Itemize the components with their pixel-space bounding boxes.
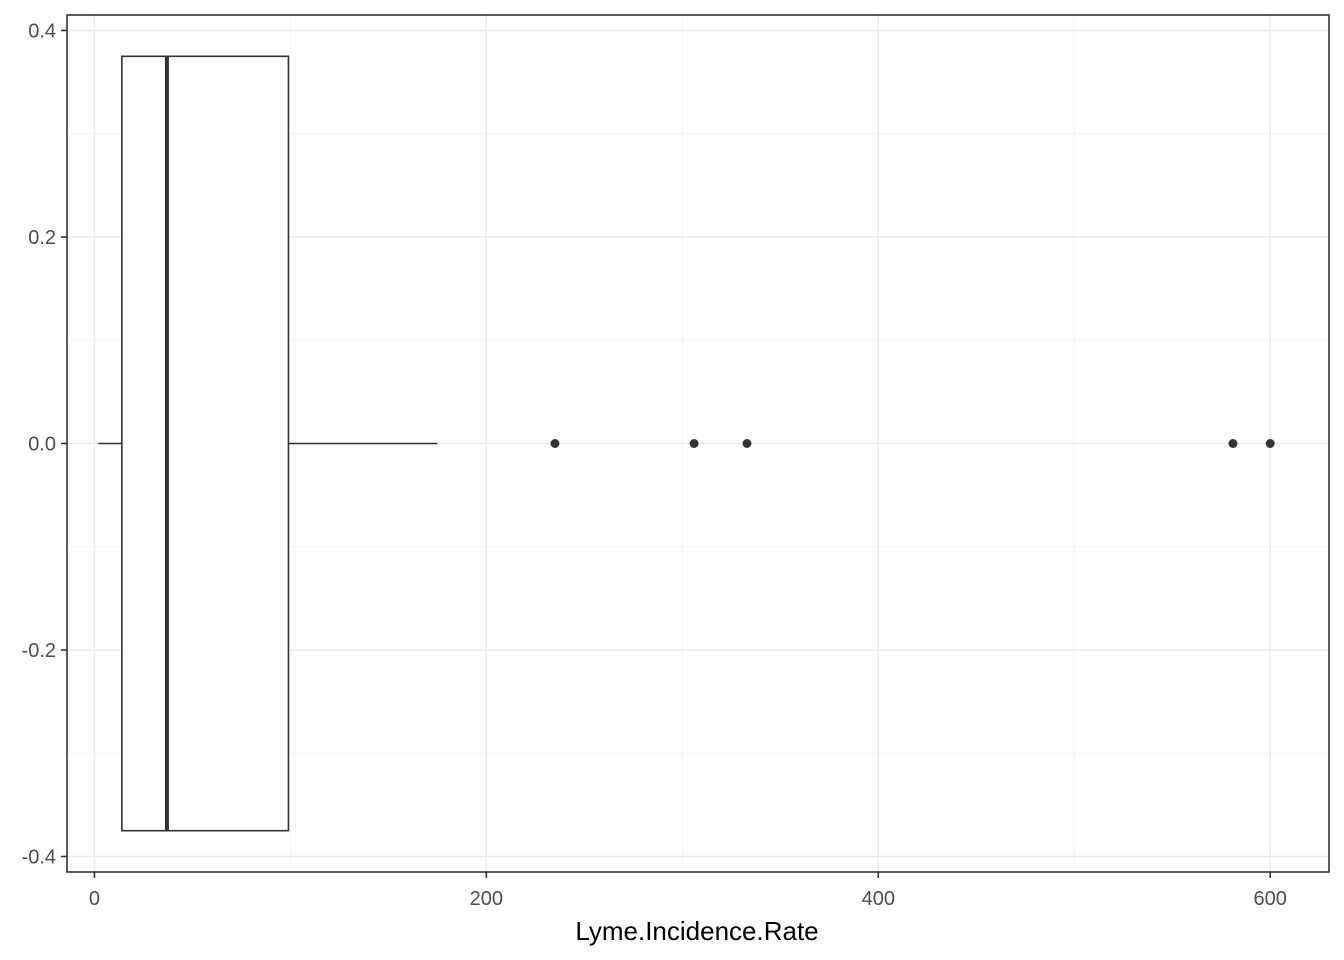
x-tick-label: 0 — [89, 888, 100, 910]
tick-labels: 0 200 400 600 0.4 0.2 0.0 -0.2 -0.4 — [22, 20, 1287, 910]
y-tick-label: -0.4 — [22, 847, 56, 869]
y-tick-label: 0.0 — [28, 434, 56, 456]
y-tick-label: 0.4 — [28, 20, 56, 42]
box-iqr — [121, 55, 290, 832]
x-tick-label: 400 — [862, 888, 895, 910]
outlier-point — [689, 439, 699, 448]
outlier-point — [742, 439, 752, 448]
axis-ticks — [61, 29, 1272, 878]
x-tick-label: 600 — [1254, 888, 1287, 910]
plot-marks — [98, 55, 1275, 832]
y-tick-label: 0.2 — [28, 227, 56, 249]
outlier-point — [1265, 439, 1275, 448]
outlier-point — [550, 439, 560, 448]
x-tick-label: 200 — [470, 888, 503, 910]
outlier-point — [1228, 439, 1238, 448]
x-axis-title: Lyme.Incidence.Rate — [575, 916, 818, 946]
y-tick-label: -0.2 — [22, 640, 56, 662]
